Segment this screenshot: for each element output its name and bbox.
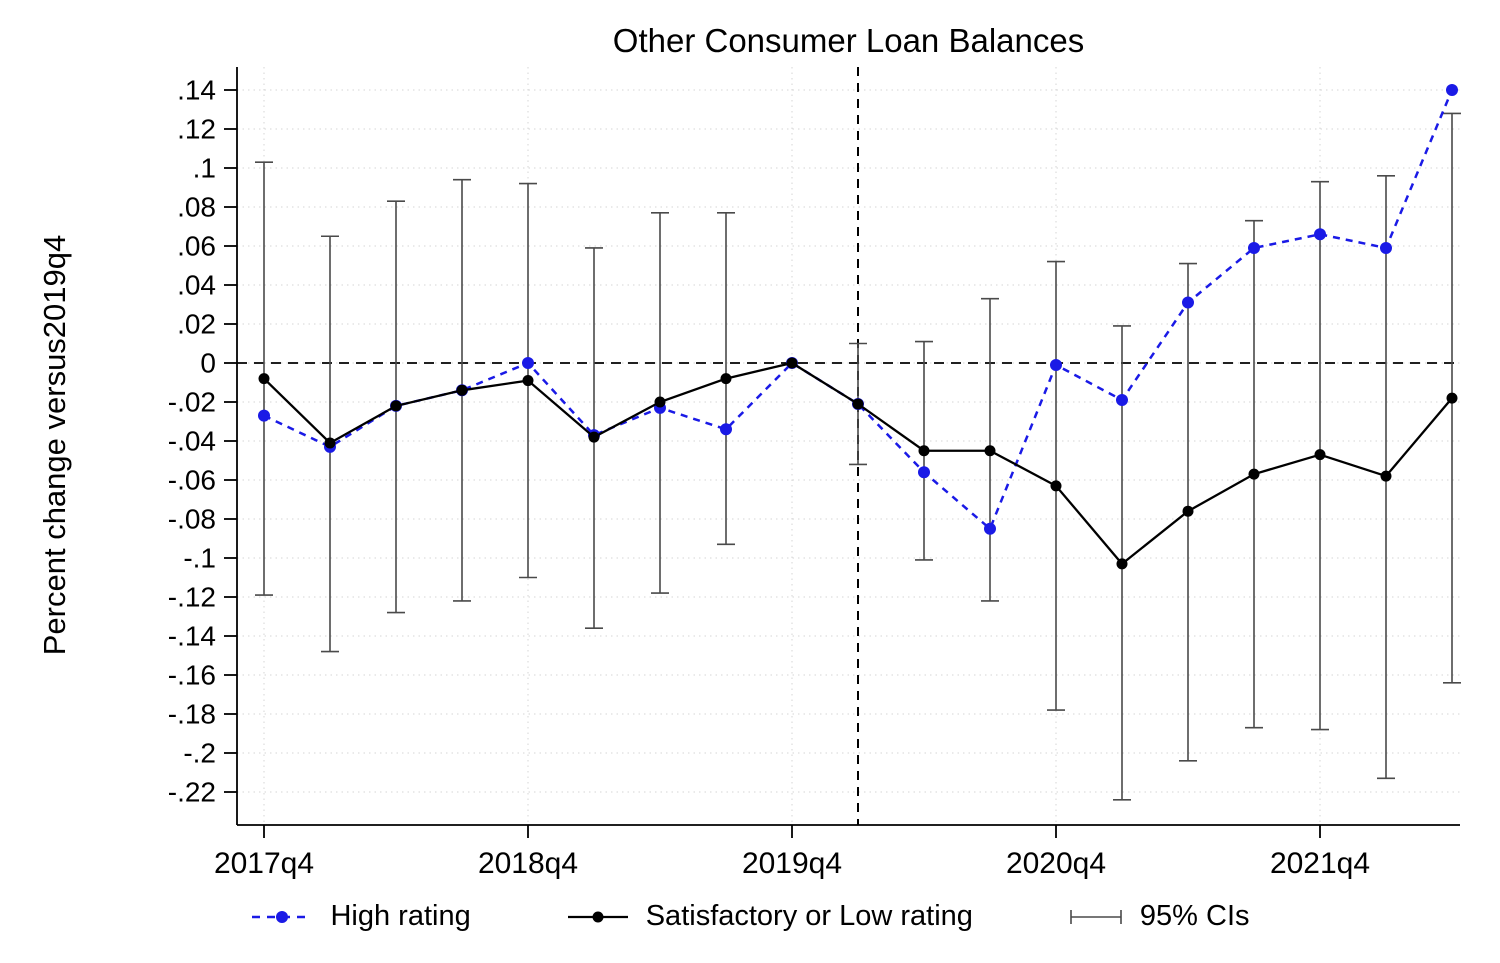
ci-error-bar-sample-icon — [1070, 909, 1122, 924]
svg-text:.06: .06 — [177, 231, 216, 262]
chart-title: Other Consumer Loan Balances — [612, 22, 1085, 59]
svg-text:-.2: -.2 — [183, 738, 216, 769]
svg-text:0: 0 — [200, 348, 216, 379]
svg-text:-.18: -.18 — [168, 699, 216, 730]
svg-text:2020q4: 2020q4 — [1006, 847, 1106, 880]
svg-text:2021q4: 2021q4 — [1270, 847, 1370, 880]
svg-text:-.16: -.16 — [168, 660, 216, 691]
legend-item-satisfactory-low-rating: Satisfactory or Low rating — [566, 900, 973, 933]
svg-text:-.02: -.02 — [168, 387, 216, 418]
svg-text:.02: .02 — [177, 309, 216, 340]
svg-text:2017q4: 2017q4 — [214, 847, 314, 880]
series-satisfactory-low-rating — [258, 357, 1458, 570]
svg-text:-.22: -.22 — [168, 777, 216, 808]
svg-text:-.06: -.06 — [168, 465, 216, 496]
tick-labels: .14 .12 .1 .08 .06 .04 .02 0 -.02 -.04 -.06 -.08 -.1… — [168, 75, 1370, 881]
svg-text:2019q4: 2019q4 — [742, 847, 842, 880]
svg-text:.08: .08 — [177, 192, 216, 223]
legend-item-high-rating: High rating — [250, 900, 471, 933]
svg-text:.1: .1 — [193, 153, 216, 184]
svg-text:2018q4: 2018q4 — [478, 847, 578, 880]
svg-text:.04: .04 — [177, 270, 216, 301]
legend-item-ci: 95% CIs — [1068, 900, 1250, 933]
svg-text:-.04: -.04 — [168, 426, 216, 457]
legend: High rating Satisfactory or Low rating 9… — [0, 900, 1500, 933]
svg-text:.12: .12 — [177, 114, 216, 145]
satisfactory-low-line-sample-icon — [567, 911, 628, 922]
legend-label-high-rating: High rating — [330, 900, 471, 932]
svg-text:-.12: -.12 — [168, 582, 216, 613]
legend-label-satisfactory-low-rating: Satisfactory or Low rating — [645, 900, 973, 932]
svg-text:-.1: -.1 — [183, 543, 216, 574]
svg-text:-.14: -.14 — [168, 621, 216, 652]
legend-label-ci: 95% CIs — [1139, 900, 1250, 932]
svg-text:-.08: -.08 — [168, 504, 216, 535]
axes — [224, 67, 1460, 838]
high-rating-line-sample-icon — [252, 910, 313, 923]
svg-text:.14: .14 — [177, 75, 216, 106]
gridlines — [237, 67, 1460, 825]
